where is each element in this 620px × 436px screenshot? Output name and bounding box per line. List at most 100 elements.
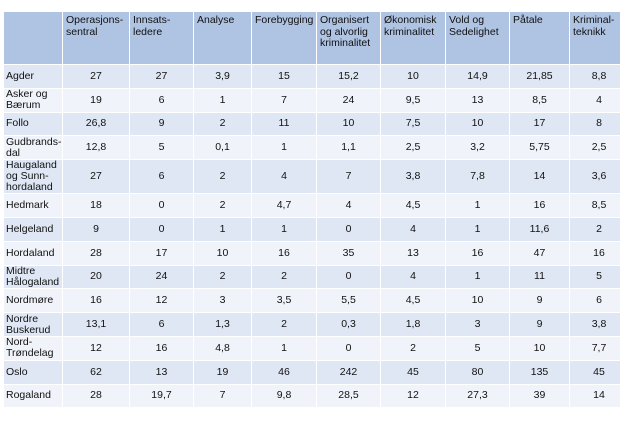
table-cell: 9,8 [251,383,317,409]
table-cell: 2 [193,193,252,218]
table-cell: 19 [193,359,252,385]
row-label: Hedmark [3,193,63,218]
table-cell: 14 [569,383,620,409]
table-cell: 9 [509,312,570,337]
table-cell: 2 [193,264,252,290]
column-header: Vold og Sedelighet [445,11,510,65]
table-cell: 9 [129,111,194,137]
row-label: Nord-Trøndelag [3,335,63,361]
table-cell: 4,8 [193,335,252,361]
table-cell: 0 [316,264,381,290]
table-cell: 0 [129,216,194,242]
table-cell: 6 [129,159,194,195]
table-cell: 4,5 [380,193,446,218]
table-cell: 46 [251,359,317,385]
table-cell: 4 [569,87,620,113]
table-cell: 24 [129,264,194,290]
column-header: Innsats-ledere [129,11,194,65]
row-label: Oslo [3,359,63,385]
row-label: Follo [3,111,63,137]
column-header: Organisert og alvorlig kriminalitet [316,11,381,65]
table-cell: 19 [62,87,130,113]
table-cell: 1 [445,264,510,290]
table-cell: 15,2 [316,64,381,89]
table-cell: 13 [445,87,510,113]
table-cell: 8,8 [569,64,620,89]
table-row: Haugaland og Sunn-hordaland 27 6 2 4 7 3,8 7,8 1… [3,159,620,195]
table-cell: 19,7 [129,383,194,409]
table-cell: 1 [445,216,510,242]
column-header: Forebygging [251,11,317,65]
table-cell: 27 [62,159,130,195]
table-cell: 3,6 [569,159,620,195]
table-cell: 9,5 [380,87,446,113]
table-cell: 47 [509,240,570,266]
table-cell: 0 [129,193,194,218]
table-cell: 7,8 [445,159,510,195]
table-cell: 12,8 [62,135,130,161]
table-cell: 2 [569,216,620,242]
row-label: Gudbrands-dal [3,135,63,161]
table-row: Hordaland 28 17 10 16 35 13 16 47 16 [3,240,620,266]
table-cell: 13 [380,240,446,266]
table-row: Midtre Hålogaland 20 24 2 2 0 4 1 11 5 [3,264,620,290]
table-cell: 9 [509,288,570,314]
table-row: Rogaland 28 19,7 7 9,8 28,5 12 27,3 39 14 [3,383,620,409]
row-label: Midtre Hålogaland [3,264,63,290]
table-cell: 2,5 [569,135,620,161]
table-row: Agder 27 27 3,9 15 15,2 10 14,9 21,85 8,8 [3,64,620,89]
table-cell: 28,5 [316,383,381,409]
table-cell: 7,5 [380,111,446,137]
table-cell: 62 [62,359,130,385]
table-cell: 1 [445,193,510,218]
table-cell: 13,1 [62,312,130,337]
table-cell: 45 [380,359,446,385]
table-cell: 16 [509,193,570,218]
header-row: Operasjons-sentral Innsats-ledere Analys… [3,11,620,65]
table-cell: 3 [445,312,510,337]
table-cell: 242 [316,359,381,385]
table-cell: 6 [129,312,194,337]
table-cell: 0 [316,335,381,361]
table-cell: 8,5 [509,87,570,113]
table-cell: 4 [380,216,446,242]
table-cell: 16 [129,335,194,361]
table-cell: 12 [62,335,130,361]
table-row: Gudbrands-dal 12,8 5 0,1 1 1,1 2,5 3,2 5,75 2,5 [3,135,620,161]
table-cell: 2 [193,111,252,137]
table-cell: 7 [193,383,252,409]
table-cell: 80 [445,359,510,385]
table-cell: 24 [316,87,381,113]
table-cell: 2,5 [380,135,446,161]
table-row: Follo 26,8 9 2 11 10 7,5 10 17 8 [3,111,620,137]
table-cell: 11 [251,111,317,137]
table-cell: 20 [62,264,130,290]
table-cell: 10 [193,240,252,266]
table-cell: 4,5 [380,288,446,314]
table-cell: 1 [193,216,252,242]
table-cell: 3,8 [569,312,620,337]
table-cell: 14,9 [445,64,510,89]
table-cell: 26,8 [62,111,130,137]
table-cell: 12 [380,383,446,409]
table-cell: 6 [569,288,620,314]
table-row: Asker og Bærum 19 6 1 7 24 9,5 13 8,5 4 [3,87,620,113]
table-cell: 10 [509,335,570,361]
table-cell: 9 [62,216,130,242]
table-row: Oslo 62 13 19 46 242 45 80 135 45 [3,359,620,385]
table-cell: 8 [569,111,620,137]
table-cell: 0,3 [316,312,381,337]
table-cell: 3,5 [251,288,317,314]
table-cell: 16 [62,288,130,314]
data-table: Operasjons-sentral Innsats-ledere Analys… [3,11,620,409]
row-label: Hordaland [3,240,63,266]
table-cell: 2 [193,159,252,195]
table-cell: 3,9 [193,64,252,89]
table-cell: 11,6 [509,216,570,242]
table-cell: 17 [129,240,194,266]
table-cell: 3,2 [445,135,510,161]
table-row: Nordre Buskerud 13,1 6 1,3 2 0,3 1,8 3 9 3,8 [3,312,620,337]
table-body: Agder 27 27 3,9 15 15,2 10 14,9 21,85 8,8 Asker og… [3,64,620,409]
table-cell: 7,7 [569,335,620,361]
